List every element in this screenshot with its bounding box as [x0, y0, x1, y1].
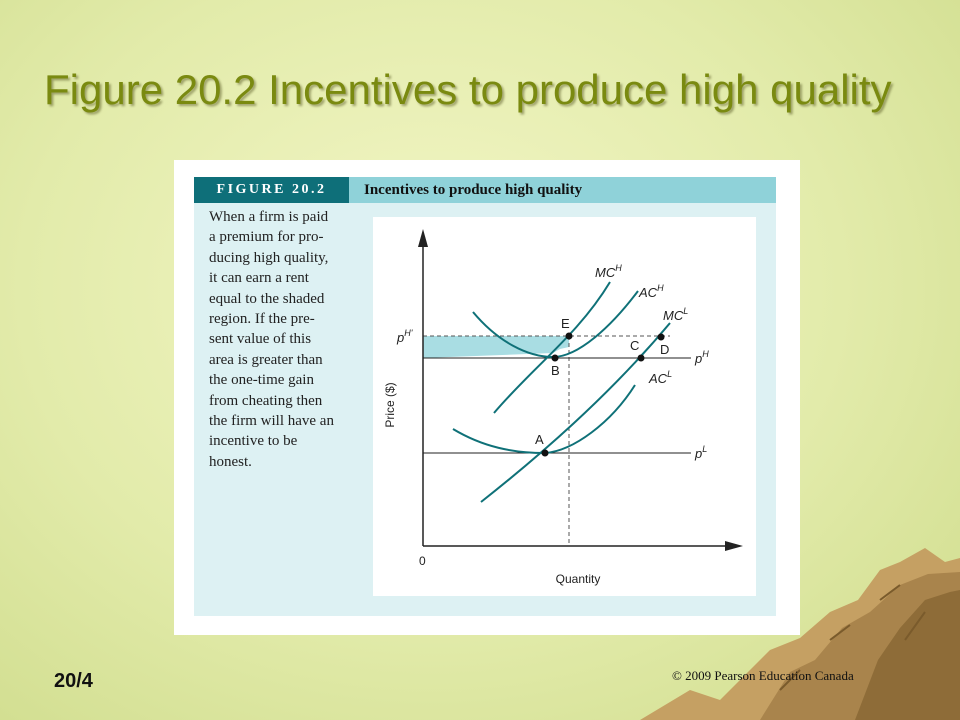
- figure-number-label: FIGURE 20.2: [194, 177, 349, 203]
- point-e-dot: [566, 333, 573, 340]
- description-line: honest.: [209, 452, 359, 472]
- ac-low-label: ACL: [648, 369, 672, 386]
- point-b-dot: [552, 355, 559, 362]
- y-axis-arrowhead: [418, 229, 428, 247]
- ac-high-label: ACH: [638, 283, 664, 300]
- copyright-notice: © 2009 Pearson Education Canada: [672, 668, 854, 684]
- point-d-label: D: [660, 342, 669, 357]
- point-d-dot: [658, 334, 665, 341]
- description-line: the firm will have an: [209, 411, 359, 431]
- description-line: incentive to be: [209, 431, 359, 451]
- description-line: a premium for pro-: [209, 227, 359, 247]
- p-high-label: pH: [694, 349, 709, 366]
- description-line: the one-time gain: [209, 370, 359, 390]
- point-a-dot: [542, 450, 549, 457]
- mc-high-label: MCH: [595, 263, 622, 280]
- figure-caption: Incentives to produce high quality: [364, 177, 582, 203]
- description-line: region. If the pre-: [209, 309, 359, 329]
- point-a-label: A: [535, 432, 544, 447]
- figure-panel: FIGURE 20.2 Incentives to produce high q…: [194, 177, 776, 616]
- point-e-label: E: [561, 316, 570, 331]
- description-line: it can earn a rent: [209, 268, 359, 288]
- figure-frame: FIGURE 20.2 Incentives to produce high q…: [174, 160, 800, 635]
- point-c-label: C: [630, 338, 639, 353]
- y-axis-label: Price ($): [383, 382, 397, 427]
- origin-label: 0: [419, 554, 426, 568]
- p-high-prime-label: pH': [396, 328, 413, 345]
- ac-low-curve: [453, 385, 635, 453]
- diagram-plot-area: E B C D A MCH ACH MCL ACL pH' pH pL Pric…: [373, 217, 756, 596]
- description-line: equal to the shaded: [209, 289, 359, 309]
- point-c-dot: [638, 355, 645, 362]
- point-b-label: B: [551, 363, 560, 378]
- description-line: When a firm is paid: [209, 207, 359, 227]
- description-line: sent value of this: [209, 329, 359, 349]
- figure-header: FIGURE 20.2 Incentives to produce high q…: [194, 177, 776, 203]
- slide-number: 20/4: [54, 670, 93, 693]
- x-axis-label: Quantity: [556, 572, 601, 586]
- description-line: ducing high quality,: [209, 248, 359, 268]
- description-line: area is greater than: [209, 350, 359, 370]
- p-low-label: pL: [694, 444, 707, 461]
- figure-description: When a firm is paid a premium for pro- d…: [209, 207, 359, 472]
- shaded-rent-region: [423, 336, 569, 358]
- slide-title: Figure 20.2 Incentives to produce high q…: [44, 66, 892, 114]
- description-line: from cheating then: [209, 391, 359, 411]
- x-axis-arrowhead: [725, 541, 743, 551]
- mc-low-label: MCL: [663, 306, 688, 323]
